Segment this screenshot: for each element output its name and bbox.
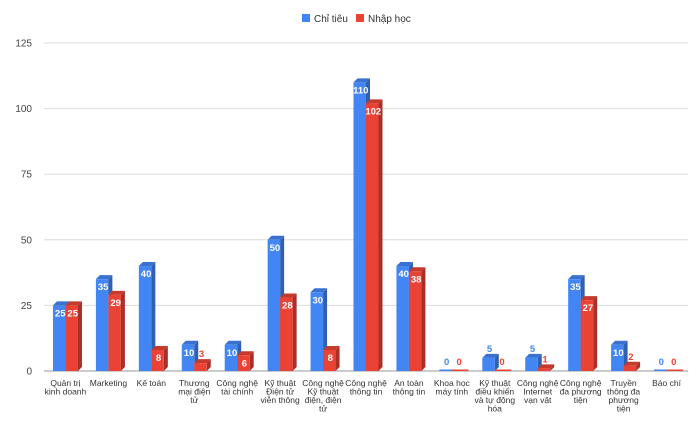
y-tick-label: 125 <box>15 39 32 50</box>
x-tick-label: Quản trị kinh doanh <box>45 378 87 397</box>
bar-nhap-hoc <box>366 99 383 372</box>
data-label: 5 <box>530 344 536 355</box>
bar-nhap-hoc <box>666 369 684 371</box>
bar-nhap-hoc <box>151 346 168 371</box>
bar-chi-tieu <box>138 262 156 371</box>
data-label: 10 <box>613 348 624 359</box>
x-tick-label: Marketing <box>90 378 128 388</box>
x-tick-label: Kỹ thuật Điện tử viễn thông <box>261 378 300 405</box>
bars <box>52 78 684 372</box>
data-label: 3 <box>199 349 204 360</box>
x-tick-label: Công nghệ Internet vạn vật <box>517 378 559 405</box>
data-label: 110 <box>353 85 368 96</box>
bar-nhap-hoc <box>194 359 211 371</box>
y-tick-label: 100 <box>15 104 32 115</box>
bar-nhap-hoc <box>323 346 340 371</box>
bar-nhap-hoc <box>280 293 297 371</box>
data-label: 25 <box>55 308 66 319</box>
legend-label-1: Chỉ tiêu <box>314 13 348 25</box>
bar-chi-tieu <box>654 369 671 371</box>
x-tick-label: Báo chí <box>652 378 681 388</box>
data-label: 40 <box>398 269 409 280</box>
data-label: 2 <box>628 352 633 363</box>
bar-nhap-hoc <box>537 364 555 371</box>
data-label: 0 <box>659 357 664 368</box>
x-tick-label: Khoa học máy tính <box>434 378 471 397</box>
data-label: 1 <box>542 354 548 365</box>
data-label: 10 <box>184 348 195 359</box>
data-label: 5 <box>487 344 493 355</box>
x-tick-label: Công nghệ đa phương tiện <box>560 378 602 405</box>
x-tick-label: Truyền thông đa phương tiện <box>607 378 640 414</box>
data-label: 102 <box>365 106 381 117</box>
bar-nhap-hoc <box>408 267 426 371</box>
y-axis: 0 25 50 75 100 125 <box>15 39 32 378</box>
data-label: 0 <box>444 357 449 368</box>
legend-swatch-1 <box>302 14 310 22</box>
bar-nhap-hoc <box>237 351 254 371</box>
data-label: 38 <box>411 274 422 285</box>
data-label: 35 <box>570 282 581 293</box>
bar-nhap-hoc <box>580 296 598 371</box>
y-tick-label: 25 <box>21 301 33 312</box>
bar-nhap-hoc <box>623 361 641 371</box>
x-tick-label: Công nghệ thông tin <box>345 378 387 397</box>
bar-nhap-hoc <box>451 369 469 371</box>
bar-nhap-hoc <box>494 369 512 371</box>
data-label: 0 <box>456 357 461 368</box>
data-label: 8 <box>156 353 161 364</box>
legend: Chỉ tiêu Nhập học <box>302 13 411 25</box>
data-label: 29 <box>110 298 121 309</box>
data-label: 25 <box>67 308 78 319</box>
data-label: 8 <box>328 353 333 364</box>
bar-chi-tieu <box>439 369 456 371</box>
y-tick-label: 0 <box>26 367 32 378</box>
data-label: 6 <box>242 358 247 369</box>
legend-label-2: Nhập học <box>368 14 411 25</box>
x-tick-label: Công nghệ tài chính <box>216 378 258 397</box>
x-tick-label: Kỹ thuật điều khiển và tự động hóa <box>474 378 515 414</box>
bar-nhap-hoc <box>65 301 82 371</box>
x-tick-label: An toàn thông tin <box>393 378 426 397</box>
legend-swatch-2 <box>356 14 364 22</box>
data-label: 0 <box>671 357 676 368</box>
data-label: 40 <box>141 269 152 280</box>
data-label: 28 <box>282 301 293 312</box>
x-tick-label: Công nghệ Kỹ thuật điện, điện tử <box>302 378 344 414</box>
data-label: 0 <box>499 357 504 368</box>
data-label: 10 <box>227 348 238 359</box>
data-label: 30 <box>313 295 324 306</box>
y-tick-label: 50 <box>21 235 33 246</box>
bar-chi-tieu <box>482 353 499 371</box>
data-label: 27 <box>583 303 594 314</box>
y-tick-label: 75 <box>21 170 33 181</box>
bar-nhap-hoc <box>108 290 125 371</box>
x-tick-label: Kế toán <box>137 378 167 388</box>
x-tick-label: Thương mại điện tử <box>178 378 210 405</box>
data-label: 35 <box>98 282 109 293</box>
data-label: 50 <box>270 243 281 254</box>
